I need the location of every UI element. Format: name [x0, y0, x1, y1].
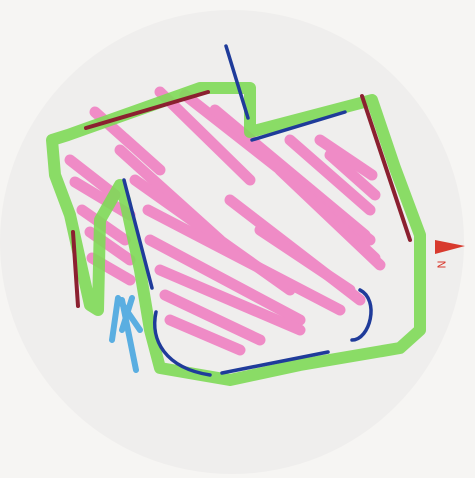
north-label: N: [435, 260, 448, 268]
paper-disc: [0, 10, 464, 474]
